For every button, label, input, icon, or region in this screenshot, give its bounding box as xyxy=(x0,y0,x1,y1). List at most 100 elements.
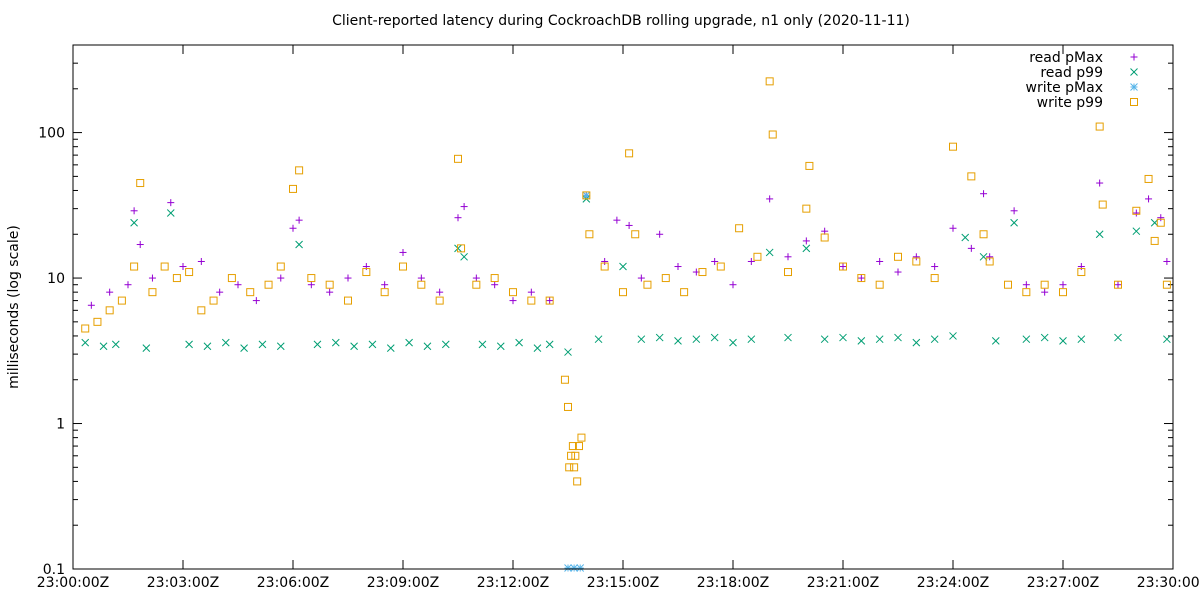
data-point xyxy=(1040,280,1049,289)
data-point xyxy=(167,199,175,207)
data-point xyxy=(820,233,829,242)
data-point xyxy=(784,268,792,277)
data-point xyxy=(613,216,621,224)
data-point xyxy=(582,191,591,200)
data-point xyxy=(331,338,340,347)
data-point xyxy=(264,280,273,289)
data-point xyxy=(142,344,151,352)
data-point xyxy=(570,564,578,572)
data-point xyxy=(680,288,689,297)
data-point xyxy=(930,335,939,344)
data-point xyxy=(839,262,847,271)
data-point xyxy=(545,340,554,349)
data-point xyxy=(949,224,957,232)
data-point xyxy=(625,149,634,158)
data-point xyxy=(160,262,169,271)
data-point xyxy=(478,340,487,349)
legend-marker xyxy=(1130,83,1138,91)
data-point xyxy=(1144,174,1153,183)
data-point xyxy=(661,274,670,283)
data-point xyxy=(258,340,267,349)
data-point xyxy=(619,262,627,271)
data-point xyxy=(545,296,554,305)
data-point xyxy=(295,240,303,249)
data-point xyxy=(185,268,194,277)
data-point xyxy=(326,288,334,296)
data-point xyxy=(227,274,236,283)
data-point xyxy=(802,204,811,213)
data-point xyxy=(594,335,603,344)
data-point xyxy=(986,253,994,261)
data-point xyxy=(912,338,921,347)
y-tick-label: 0.1 xyxy=(43,562,65,578)
data-point xyxy=(991,337,1000,345)
data-point xyxy=(839,333,847,342)
data-point xyxy=(457,244,466,253)
data-point xyxy=(1114,333,1122,342)
data-point xyxy=(747,335,756,344)
legend-label: read p99 xyxy=(1040,65,1103,81)
data-point xyxy=(765,77,774,86)
data-point xyxy=(565,463,574,472)
data-point xyxy=(564,402,572,411)
data-point xyxy=(729,281,737,289)
data-point xyxy=(567,451,576,460)
data-point xyxy=(166,209,175,217)
data-point xyxy=(533,344,542,352)
data-point xyxy=(802,237,810,245)
data-point xyxy=(637,274,645,282)
x-tick-label: 23:27:00Z xyxy=(1027,575,1099,591)
data-point xyxy=(619,288,627,297)
data-point xyxy=(573,477,582,486)
data-point xyxy=(81,338,90,347)
data-point xyxy=(399,248,407,256)
data-point xyxy=(472,274,480,282)
data-point xyxy=(380,288,389,297)
data-point xyxy=(1163,257,1171,265)
data-point xyxy=(729,338,737,347)
data-point xyxy=(570,463,579,472)
y-tick-label: 100 xyxy=(38,126,65,142)
data-point xyxy=(1095,230,1104,239)
data-point xyxy=(1132,227,1141,236)
data-point xyxy=(1098,200,1107,209)
data-point xyxy=(240,344,248,352)
x-axis-ticks: 23:00:00Z 23:03:00Z 23:06:00Z 23:09:00Z 23:1… xyxy=(37,45,1200,591)
data-point xyxy=(1157,214,1165,222)
data-point xyxy=(106,288,114,296)
plot-marks xyxy=(81,77,1171,572)
data-point xyxy=(568,442,577,451)
data-point xyxy=(766,195,774,203)
data-point xyxy=(576,564,585,572)
data-point xyxy=(203,342,212,351)
data-point xyxy=(1022,288,1031,297)
data-point xyxy=(234,281,242,289)
data-point xyxy=(527,296,536,305)
data-point xyxy=(130,207,138,215)
data-point xyxy=(601,257,609,265)
data-point xyxy=(185,340,193,349)
chart-title: Client-reported latency during Cockroach… xyxy=(332,13,910,29)
data-point xyxy=(490,274,499,283)
data-point xyxy=(876,257,884,265)
data-point xyxy=(460,203,468,211)
data-point xyxy=(1004,280,1012,289)
data-point xyxy=(436,288,444,296)
data-point xyxy=(716,262,725,271)
data-point xyxy=(496,342,505,351)
data-point xyxy=(111,340,120,349)
data-point xyxy=(768,130,777,139)
legend-marker xyxy=(1130,68,1138,76)
data-point xyxy=(105,306,114,315)
series-read-p99 xyxy=(81,195,1171,356)
legend-marker xyxy=(1130,98,1138,106)
data-point xyxy=(197,257,205,265)
data-point xyxy=(216,288,224,296)
data-point xyxy=(985,257,994,266)
data-point xyxy=(711,257,719,265)
data-point xyxy=(277,274,285,282)
legend-label: write pMax xyxy=(1026,80,1103,96)
data-point xyxy=(148,288,157,297)
data-point xyxy=(130,218,138,227)
